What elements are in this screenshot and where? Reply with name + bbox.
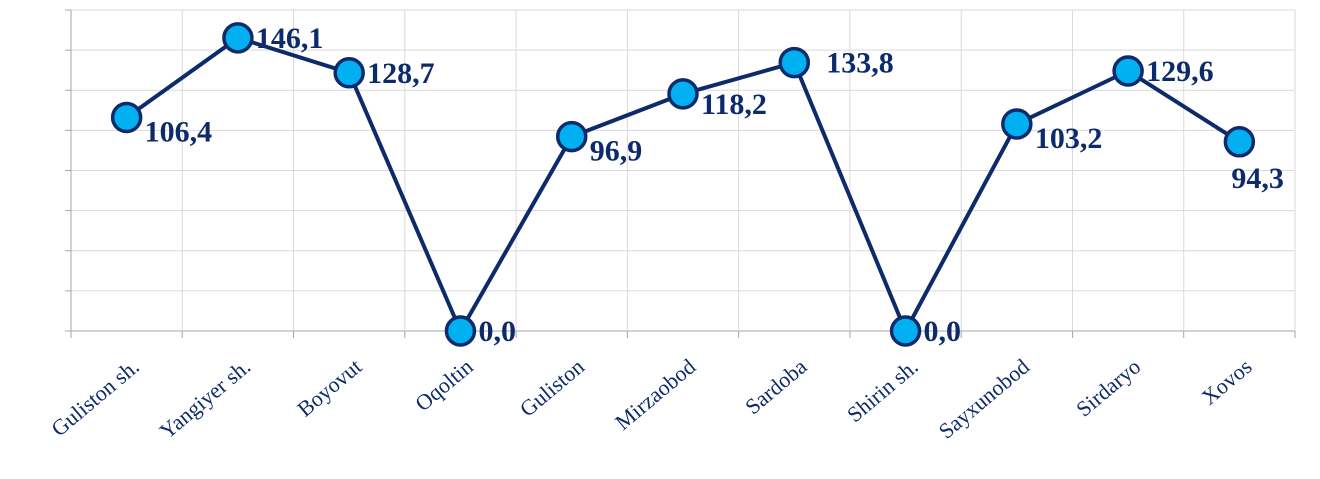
category-label: Sardoba <box>740 354 811 420</box>
category-label: Yangiyer sh. <box>155 354 256 444</box>
category-label: Guliston <box>515 354 589 422</box>
category-label: Xovos <box>1196 354 1256 410</box>
data-label: 0,0 <box>924 315 962 348</box>
axes <box>65 9 1296 338</box>
data-label: 106,4 <box>145 116 213 149</box>
data-point <box>555 120 588 153</box>
data-label: 133,8 <box>826 47 894 80</box>
category-label: Oqoltin <box>410 354 478 416</box>
data-label: 94,3 <box>1231 162 1284 195</box>
data-point <box>444 315 477 347</box>
data-point <box>1001 108 1033 140</box>
category-label: Mirzaobod <box>610 354 700 435</box>
category-label: Sayxunobod <box>934 354 1034 444</box>
category-labels: Guliston sh. Yangiyer sh. Boyovut Oqoltin Gu… <box>46 354 1256 444</box>
data-label: 0,0 <box>478 315 516 348</box>
data-point <box>1112 55 1144 87</box>
data-point <box>1223 126 1256 158</box>
data-label: 96,9 <box>590 135 643 168</box>
series-layer <box>110 22 1256 347</box>
category-label: Sirdaryo <box>1071 354 1145 422</box>
data-point <box>222 22 254 54</box>
category-label: Guliston sh. <box>46 354 144 442</box>
grid <box>71 9 1296 332</box>
data-labels: 106,4 146,1 128,7 0,0 96,9 118,2 133,8 0,0 103,2… <box>145 22 1284 348</box>
data-label: 118,2 <box>701 88 767 121</box>
category-label: Shirin sh. <box>842 354 923 427</box>
data-point <box>889 315 922 347</box>
data-label: 129,6 <box>1146 55 1214 88</box>
data-label: 128,7 <box>367 57 435 90</box>
data-point <box>110 101 143 134</box>
data-label: 146,1 <box>256 22 324 55</box>
data-point <box>667 78 699 110</box>
data-point <box>778 46 811 79</box>
data-point <box>333 57 365 89</box>
data-label: 103,2 <box>1035 122 1103 155</box>
category-label: Boyovut <box>292 354 366 422</box>
